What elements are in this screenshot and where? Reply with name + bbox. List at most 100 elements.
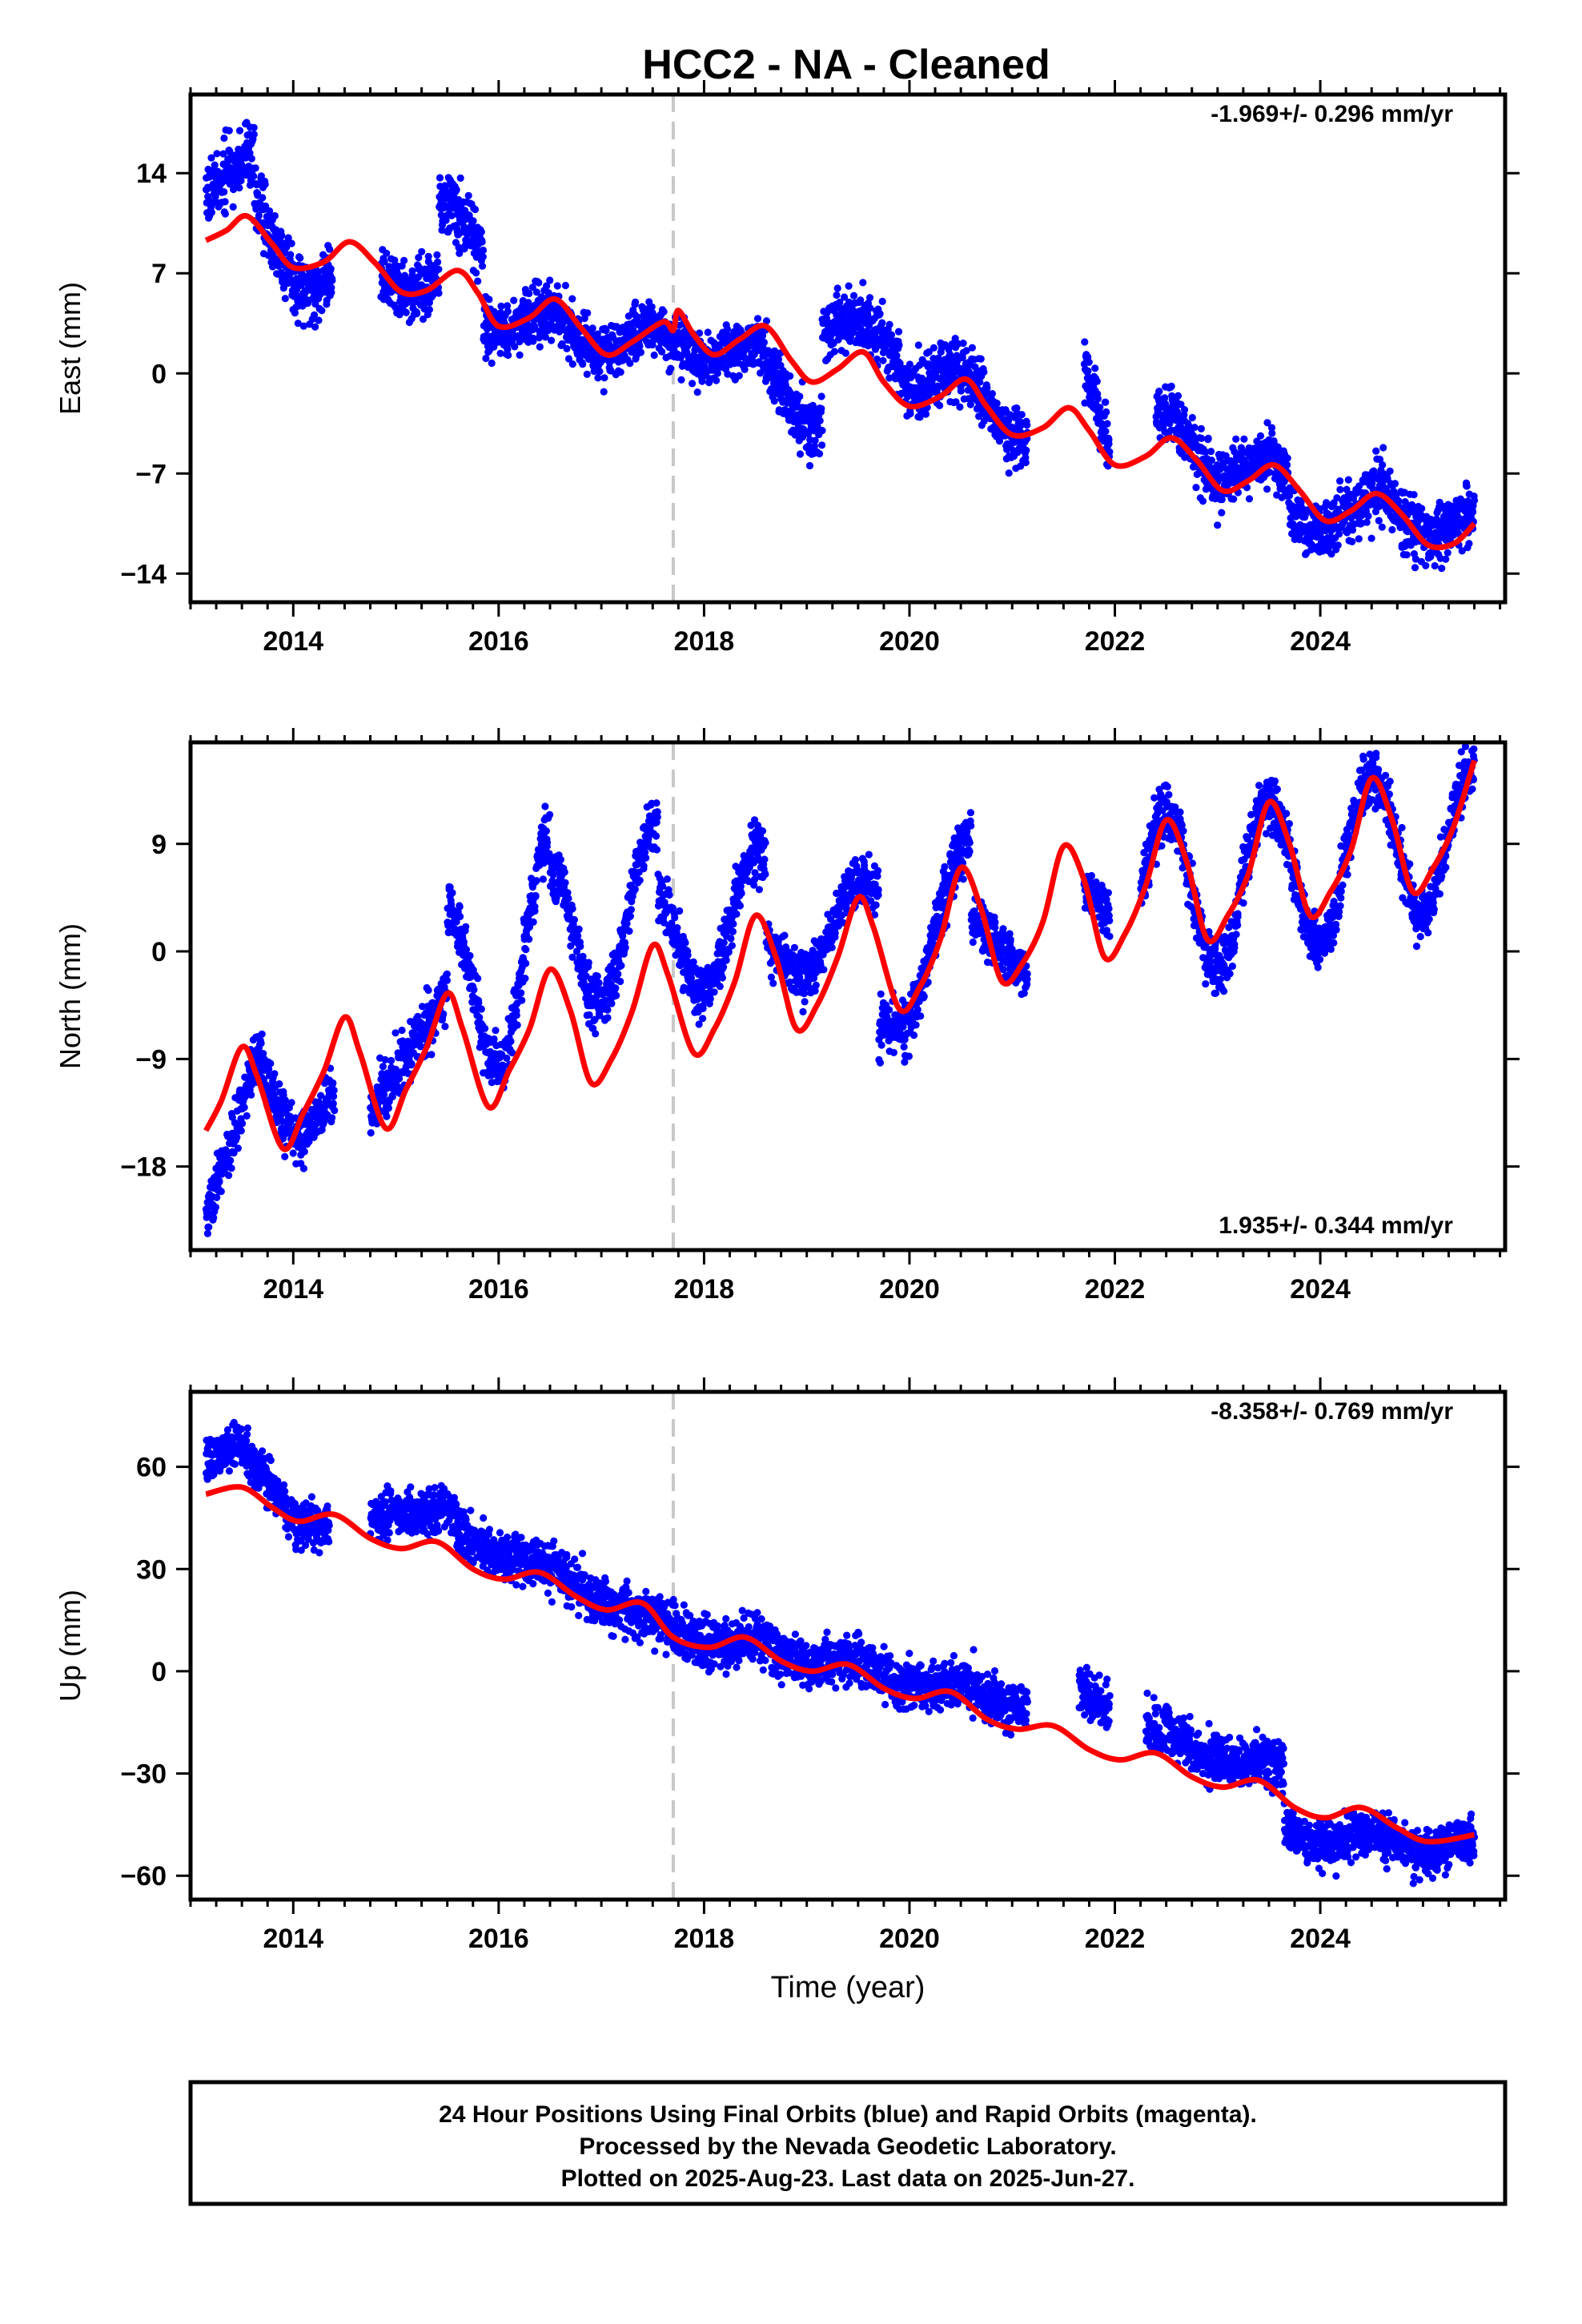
observation-point xyxy=(1372,447,1380,455)
observation-point xyxy=(518,996,526,1004)
observation-point xyxy=(448,889,456,897)
observation-point xyxy=(1167,382,1175,390)
observation-point xyxy=(617,962,625,970)
observation-point xyxy=(552,894,560,902)
observation-point xyxy=(1155,388,1163,396)
observation-point xyxy=(281,1152,289,1160)
east-rate-label: -1.969+/- 0.296 mm/yr xyxy=(1211,101,1453,127)
observation-point xyxy=(243,1112,251,1120)
observation-point xyxy=(1081,338,1089,346)
observation-point xyxy=(1274,443,1282,451)
observation-point xyxy=(762,317,771,325)
observation-point xyxy=(1198,434,1206,443)
observation-point xyxy=(251,164,259,172)
observation-point xyxy=(250,172,258,180)
observation-point xyxy=(220,188,228,196)
observation-point xyxy=(481,1024,489,1032)
observation-point xyxy=(1018,411,1026,419)
observation-point xyxy=(279,284,287,292)
observation-point xyxy=(1202,448,1210,456)
observation-point xyxy=(225,127,233,135)
observation-point xyxy=(259,194,267,202)
observation-point xyxy=(456,249,464,257)
observation-point xyxy=(1232,435,1240,443)
observation-point xyxy=(261,180,269,188)
east-ylabel: East (mm) xyxy=(54,282,86,415)
observation-point xyxy=(528,283,536,292)
observation-point xyxy=(415,254,423,262)
observation-point xyxy=(841,293,849,301)
observation-point xyxy=(247,155,255,163)
observation-point xyxy=(535,279,543,287)
observation-point xyxy=(834,336,842,344)
observation-point xyxy=(326,245,334,253)
y-tick-label: 14 xyxy=(136,159,167,189)
observation-point xyxy=(612,984,620,992)
observation-point xyxy=(1177,400,1185,408)
observation-point xyxy=(330,1086,338,1095)
north-panel: 2014 2016 2018 2020 2022 2024−18−909 North (m… xyxy=(54,728,1520,1305)
observation-point xyxy=(477,228,485,236)
observation-point xyxy=(570,915,579,924)
observation-point xyxy=(1093,377,1101,385)
observation-point xyxy=(966,400,974,408)
observation-point xyxy=(1266,468,1274,476)
observation-point xyxy=(400,256,408,264)
observation-point xyxy=(1218,496,1226,504)
observation-point xyxy=(980,417,988,425)
observation-point xyxy=(380,258,388,266)
observation-point xyxy=(1105,440,1113,448)
observation-point xyxy=(287,251,295,259)
observation-point xyxy=(532,288,540,296)
observation-point xyxy=(879,356,887,364)
observation-point xyxy=(525,923,534,931)
observation-point xyxy=(462,923,470,931)
observation-point xyxy=(522,946,530,954)
observation-point xyxy=(441,1023,449,1031)
observation-point xyxy=(1081,399,1089,407)
observation-point xyxy=(1085,358,1093,366)
observation-point xyxy=(532,891,540,900)
observation-point xyxy=(203,1229,211,1237)
observation-point xyxy=(315,316,323,324)
observation-point xyxy=(1204,434,1212,443)
observation-point xyxy=(977,355,985,363)
observation-point xyxy=(798,433,807,441)
observation-point xyxy=(553,282,561,290)
observation-point xyxy=(1094,395,1102,403)
observation-point xyxy=(906,409,914,418)
observation-point xyxy=(456,903,464,911)
observation-point xyxy=(1375,517,1383,525)
observation-point xyxy=(698,377,706,385)
observation-point xyxy=(544,289,552,297)
observation-point xyxy=(239,1120,247,1128)
observation-point xyxy=(485,296,493,304)
observation-point xyxy=(865,294,874,302)
observation-point xyxy=(1438,565,1446,573)
observation-point xyxy=(503,1054,511,1062)
observation-point xyxy=(588,324,596,332)
observation-point xyxy=(1388,525,1396,534)
observation-point xyxy=(650,351,658,360)
observation-point xyxy=(387,1056,396,1064)
observation-point xyxy=(383,1112,391,1120)
observation-point xyxy=(233,1133,241,1141)
observation-point xyxy=(1458,547,1466,555)
observation-point xyxy=(774,356,783,364)
observation-point xyxy=(1471,497,1479,505)
observation-point xyxy=(278,231,286,239)
observation-point xyxy=(416,1043,424,1051)
observation-point xyxy=(477,1005,485,1013)
observation-point xyxy=(215,1177,223,1185)
observation-point xyxy=(227,1156,235,1164)
observation-point xyxy=(616,368,624,376)
observation-point xyxy=(1422,561,1430,569)
observation-point xyxy=(1268,429,1276,437)
observation-point xyxy=(632,298,640,306)
observation-point xyxy=(894,328,903,336)
observation-point xyxy=(626,912,635,920)
observation-point xyxy=(1005,469,1013,477)
observation-point xyxy=(1256,432,1265,440)
observation-point xyxy=(470,986,478,994)
observation-point xyxy=(602,327,610,335)
